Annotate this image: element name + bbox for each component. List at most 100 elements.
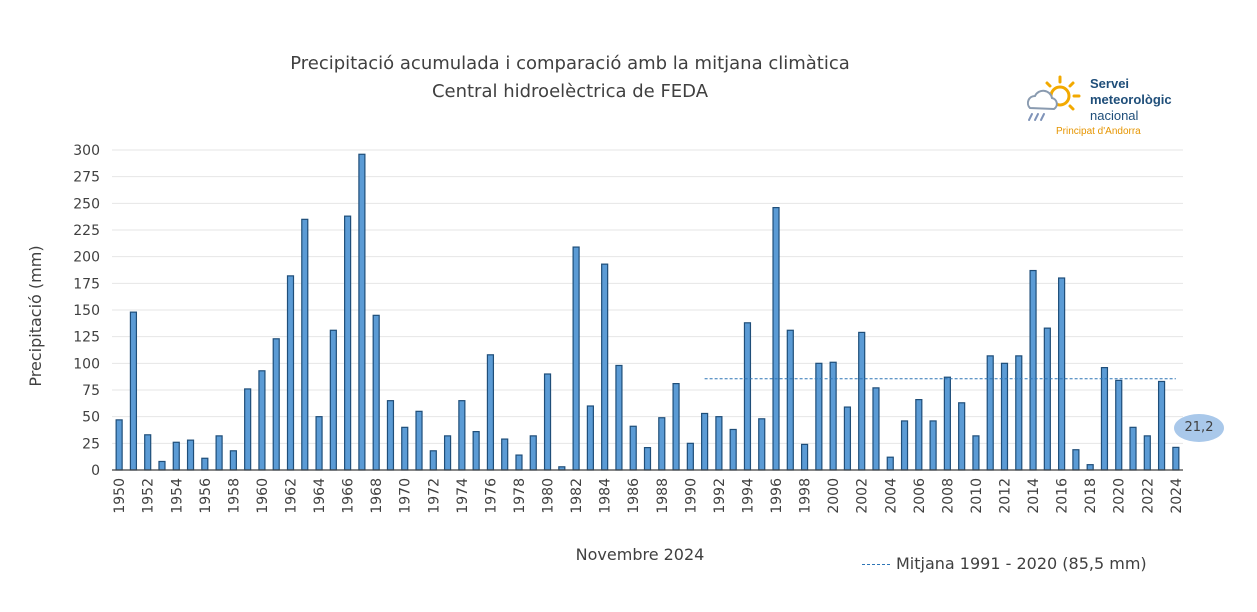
bar-2017 (1072, 449, 1080, 471)
bar-2023 (1157, 380, 1166, 471)
bar-2019 (1100, 367, 1109, 471)
legend-dash-icon (862, 564, 890, 565)
x-tick-label: 1990 (683, 478, 699, 514)
x-tick-label: 1952 (141, 478, 157, 514)
bar-1990 (686, 442, 694, 471)
bar-1999 (815, 362, 823, 471)
bar-1971 (415, 410, 423, 471)
bar-1962 (286, 275, 295, 471)
x-tick-label: 2004 (883, 478, 899, 514)
bar-2011 (986, 355, 994, 471)
x-tick-label: 1970 (398, 478, 414, 514)
logo-text: Servei meteorològic nacional (1090, 76, 1172, 123)
x-tick-label: 1966 (341, 478, 357, 514)
bar-1983 (586, 405, 594, 471)
bar-1997 (786, 329, 794, 471)
weather-icon (1026, 75, 1081, 121)
bar-2007 (929, 420, 937, 471)
x-tick-label: 1982 (569, 478, 585, 514)
y-tick-label: 225 (73, 223, 100, 239)
bar-2001 (843, 406, 852, 471)
x-tick-label: 2014 (1026, 478, 1042, 514)
bar-1977 (501, 438, 509, 471)
y-tick-label: 75 (82, 383, 100, 399)
x-tick-label: 2024 (1169, 478, 1185, 514)
bar-1973 (443, 435, 452, 471)
x-tick-label: 1976 (483, 478, 499, 514)
x-tick-label: 2002 (855, 478, 871, 514)
y-tick-label: 125 (73, 330, 100, 346)
bar-1986 (629, 425, 637, 471)
bar-1970 (401, 426, 409, 471)
bar-2015 (1043, 327, 1051, 471)
bar-1994 (743, 322, 752, 471)
bar-2014 (1029, 269, 1037, 471)
bar-1963 (301, 218, 309, 471)
x-tick-label: 1978 (512, 478, 528, 514)
bar-1952 (144, 434, 152, 471)
legend-label: Mitjana 1991 - 2020 (85,5 mm) (896, 554, 1147, 573)
bar-1979 (529, 435, 537, 471)
bar-1956 (201, 457, 209, 471)
legend: Mitjana 1991 - 2020 (85,5 mm) (862, 554, 1147, 573)
bar-1955 (186, 439, 195, 471)
bar-2003 (872, 387, 880, 471)
y-tick-label: 250 (73, 196, 100, 212)
bar-1950 (115, 419, 123, 471)
bar-1985 (615, 364, 623, 471)
bar-2016 (1058, 277, 1066, 471)
x-tick-label: 1986 (626, 478, 642, 514)
bar-2021 (1129, 426, 1137, 471)
bar-2012 (1000, 362, 1009, 471)
bar-1982 (572, 246, 580, 471)
x-tick-label: 2006 (912, 478, 928, 514)
x-tick-label: 1956 (198, 478, 214, 514)
x-tick-label: 2022 (1140, 478, 1156, 514)
x-tick-label: 1962 (284, 478, 300, 514)
bar-1975 (472, 431, 480, 471)
y-tick-label: 25 (82, 436, 100, 452)
bar-1974 (458, 400, 466, 471)
x-tick-label: 2010 (969, 478, 985, 514)
chart-subtitle: Central hidroelèctrica de FEDA (431, 81, 709, 102)
y-tick-label: 175 (73, 276, 100, 292)
bar-1993 (729, 428, 737, 471)
bar-1995 (758, 418, 766, 471)
x-tick-label: 2018 (1083, 478, 1099, 514)
bar-1978 (515, 454, 523, 471)
y-tick-label: 0 (91, 463, 100, 479)
x-tick-label: 1950 (112, 478, 128, 514)
bar-1988 (658, 417, 666, 471)
bar-1969 (386, 400, 395, 471)
chart-title: Precipitació acumulada i comparació amb … (290, 53, 850, 74)
bar-1998 (800, 443, 809, 471)
x-tick-label: 2008 (940, 478, 956, 514)
y-tick-label: 150 (73, 303, 100, 319)
x-tick-label: 1994 (740, 478, 756, 514)
bar-1959 (244, 388, 252, 471)
x-tick-label: 1958 (226, 478, 242, 514)
bar-1991 (701, 412, 709, 471)
bar-1957 (215, 435, 223, 471)
x-tick-label: 1980 (541, 478, 557, 514)
x-tick-label: 1960 (255, 478, 271, 514)
bar-1987 (643, 447, 652, 471)
bar-2024 (1172, 446, 1180, 471)
bar-1953 (158, 460, 166, 471)
x-tick-label: 2016 (1055, 478, 1071, 514)
bar-1961 (272, 338, 280, 471)
bar-2022 (1143, 435, 1151, 471)
callout-bubble: 21,2 (1174, 414, 1224, 442)
y-tick-label: 200 (73, 250, 100, 266)
bar-1954 (172, 441, 180, 471)
bar-2005 (900, 420, 909, 471)
x-tick-label: 1974 (455, 478, 471, 514)
bar-2018 (1086, 464, 1094, 471)
bar-1989 (672, 383, 680, 471)
y-tick-label: 50 (82, 410, 100, 426)
bar-1965 (329, 329, 337, 471)
y-tick-label: 275 (73, 170, 100, 186)
bar-1972 (429, 450, 437, 471)
bar-1966 (344, 215, 352, 471)
